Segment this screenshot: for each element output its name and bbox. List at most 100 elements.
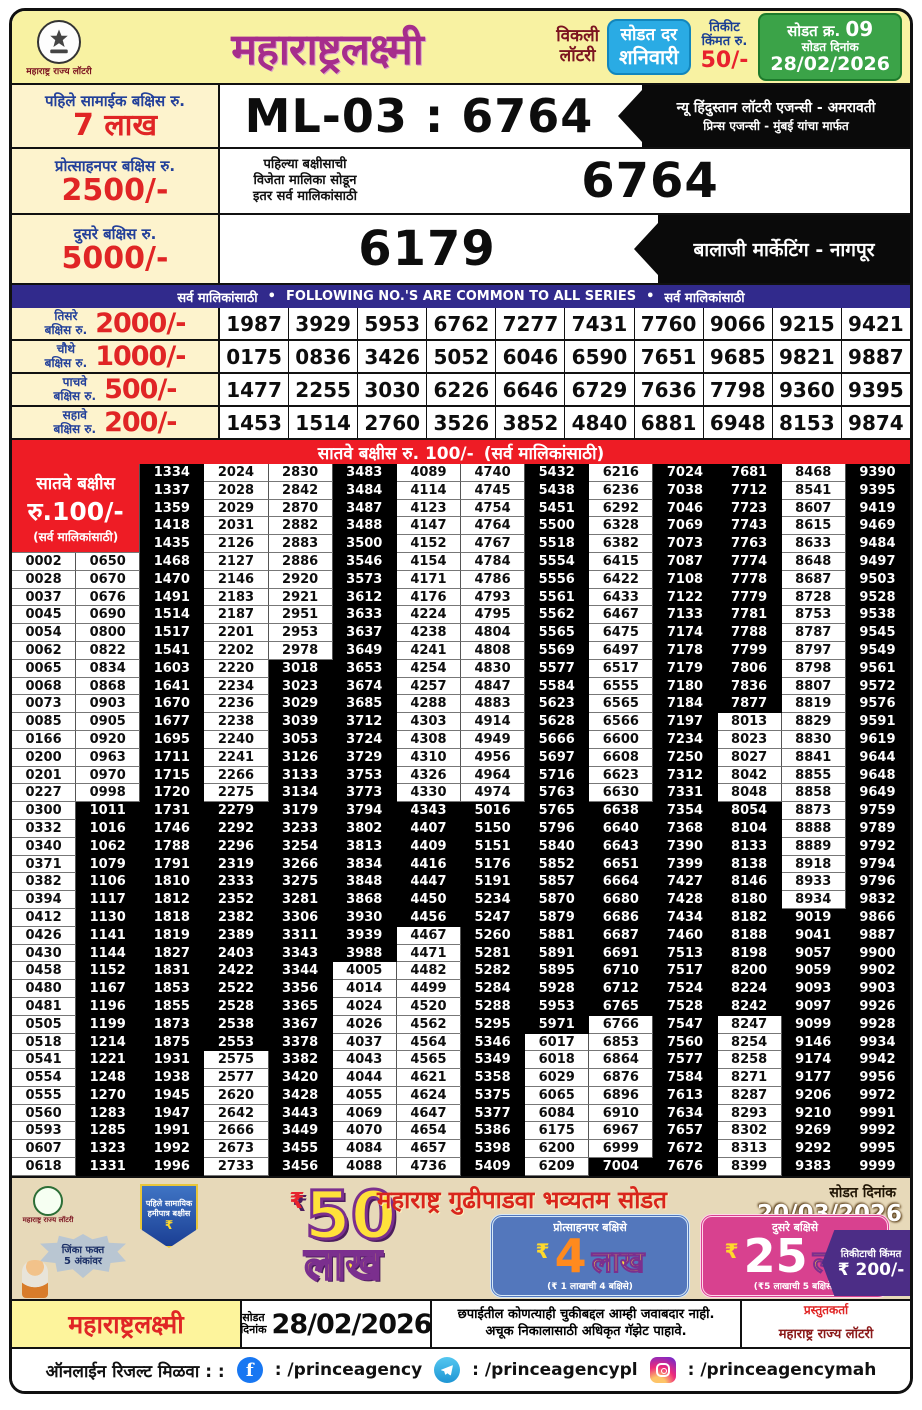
seventh-prize-number: 7428 bbox=[653, 891, 718, 909]
seventh-prize-number: 3428 bbox=[268, 1086, 333, 1105]
seventh-prize-number: 3356 bbox=[268, 980, 333, 998]
seventh-prize-number: 5870 bbox=[525, 891, 590, 909]
seventh-prize-number: 2882 bbox=[268, 517, 333, 536]
seventh-prize-number: 0481 bbox=[12, 997, 77, 1016]
seventh-prize-number: 6382 bbox=[589, 535, 654, 553]
seventh-prize-number: 4764 bbox=[461, 517, 526, 536]
seventh-prize-number: 0670 bbox=[76, 570, 141, 589]
seventh-prize-number: 4767 bbox=[461, 535, 526, 553]
seventh-prize-number: 2978 bbox=[268, 641, 333, 660]
seventh-prize-number: 1720 bbox=[140, 784, 205, 803]
seventh-prize-number: 1831 bbox=[140, 962, 205, 981]
seventh-prize-number: 2389 bbox=[204, 926, 269, 945]
seventh-prize-number: 4795 bbox=[461, 606, 526, 625]
seventh-prize-number: 5561 bbox=[525, 588, 590, 607]
seventh-prize-number: 3344 bbox=[268, 962, 333, 981]
seventh-prize-number: 6517 bbox=[589, 659, 654, 678]
seventh-prize-number: 3443 bbox=[268, 1104, 333, 1123]
seventh-prize-number: 1711 bbox=[140, 748, 205, 767]
seventh-prize-number: 8104 bbox=[717, 819, 782, 838]
seventh-prize-number: 0903 bbox=[76, 695, 141, 714]
seventh-prize-number: 9419 bbox=[845, 499, 910, 518]
seventh-prize-number: 5584 bbox=[525, 677, 590, 696]
seventh-prize-number: 9395 bbox=[845, 481, 910, 500]
seventh-prize-number: 7778 bbox=[717, 570, 782, 589]
seventh-prize-number: 5556 bbox=[525, 570, 590, 589]
seventh-prize-number: 4254 bbox=[396, 659, 461, 678]
seventh-prize-number: 8287 bbox=[717, 1086, 782, 1105]
seventh-prize-number: 3848 bbox=[332, 873, 397, 892]
seventh-prize-number: 2830 bbox=[268, 464, 333, 482]
seventh-prize-number: 1130 bbox=[76, 908, 141, 927]
seventh-prize-number: 6292 bbox=[589, 499, 654, 518]
ticket-price-ribbon: तिकीटाची किंमत ₹ 200/- bbox=[822, 1230, 910, 1296]
seventh-prize-number: 4624 bbox=[396, 1086, 461, 1105]
seventh-prize-number: 3126 bbox=[268, 748, 333, 767]
seventh-prize-number: 1514 bbox=[140, 606, 205, 625]
seventh-prize-number: 4949 bbox=[461, 730, 526, 749]
tier-winning-number: 7277 bbox=[496, 308, 566, 339]
seventh-prize-number: 3685 bbox=[332, 695, 397, 714]
seventh-prize-number: 2673 bbox=[204, 1140, 269, 1159]
seventh-prize-number: 2553 bbox=[204, 1033, 269, 1052]
seventh-prize-number: 7073 bbox=[653, 535, 718, 553]
seventh-prize-side-label: सातवे बक्षीस रु.100/- (सर्व मालिकांसाठी) bbox=[12, 464, 141, 553]
seventh-prize-number: 7774 bbox=[717, 552, 782, 571]
tier-winning-number: 5052 bbox=[427, 341, 497, 372]
seventh-prize-number: 1248 bbox=[76, 1069, 141, 1087]
seventh-prize-number: 9619 bbox=[845, 730, 910, 749]
seventh-prize-number: 1331 bbox=[76, 1158, 141, 1176]
seventh-prize-number: 3939 bbox=[332, 926, 397, 945]
seventh-prize-number: 4084 bbox=[332, 1140, 397, 1159]
seventh-prize-number: 8607 bbox=[781, 499, 846, 518]
seventh-prize-number: 2127 bbox=[204, 552, 269, 571]
seventh-prize-number: 7399 bbox=[653, 855, 718, 874]
seventh-prize-number: 8934 bbox=[781, 891, 846, 909]
seventh-prize-number: 0555 bbox=[12, 1086, 77, 1105]
second-prize-number: 6179 bbox=[358, 221, 496, 277]
seventh-prize-number: 1788 bbox=[140, 837, 205, 856]
seventh-prize-number: 1677 bbox=[140, 713, 205, 731]
seventh-prize-number: 4520 bbox=[396, 997, 461, 1016]
tier-label: तिसरे बक्षिस रु. 2000/- bbox=[12, 308, 220, 339]
seventh-prize-number: 1603 bbox=[140, 659, 205, 678]
seventh-prize-number: 4456 bbox=[396, 908, 461, 927]
tier-amount: 2000/- bbox=[95, 308, 186, 339]
seventh-prize-number: 2883 bbox=[268, 535, 333, 553]
seventh-prize-number: 6467 bbox=[589, 606, 654, 625]
first-prize-row: पहिले सामाईक बक्षिस रु. 7 लाख ML-03 : 67… bbox=[12, 85, 910, 149]
seventh-prize-number: 5763 bbox=[525, 784, 590, 803]
seventh-prize-number: 8224 bbox=[717, 980, 782, 998]
seventh-prize-number: 6216 bbox=[589, 464, 654, 482]
seventh-prize-number: 7368 bbox=[653, 819, 718, 838]
seventh-prize-number: 2240 bbox=[204, 730, 269, 749]
seventh-prize-number: 8138 bbox=[717, 855, 782, 874]
seventh-prize-number: 9177 bbox=[781, 1069, 846, 1087]
seventh-prize-number: 9991 bbox=[845, 1104, 910, 1123]
seventh-prize-number: 1819 bbox=[140, 926, 205, 945]
seventh-prize-number: 4657 bbox=[396, 1140, 461, 1159]
seventh-prize-number: 1106 bbox=[76, 873, 141, 892]
seventh-prize-number: 9789 bbox=[845, 819, 910, 838]
seventh-prize-number: 9972 bbox=[845, 1086, 910, 1105]
seventh-prize-number: 1855 bbox=[140, 997, 205, 1016]
seventh-prize-number: 3179 bbox=[268, 802, 333, 820]
seventh-prize-number: 4804 bbox=[461, 624, 526, 642]
seventh-prize-number: 9794 bbox=[845, 855, 910, 874]
seventh-prize-number: 6600 bbox=[589, 730, 654, 749]
seventh-prize-number: 3275 bbox=[268, 873, 333, 892]
seventh-prize-number: 9206 bbox=[781, 1086, 846, 1105]
seventh-prize-number: 8054 bbox=[717, 802, 782, 820]
seventh-prize-number: 1853 bbox=[140, 980, 205, 998]
seventh-prize-number: 3753 bbox=[332, 766, 397, 785]
tier-winning-number: 2255 bbox=[289, 374, 359, 405]
seventh-prize-number: 6236 bbox=[589, 481, 654, 500]
seventh-prize-number: 9900 bbox=[845, 944, 910, 963]
seventh-prize-number: 7174 bbox=[653, 624, 718, 642]
seventh-prize-number: 4154 bbox=[396, 552, 461, 571]
seventh-prize-number: 8541 bbox=[781, 481, 846, 500]
seventh-prize-number: 8819 bbox=[781, 695, 846, 714]
header: महाराष्ट्र राज्य लॉटरी महाराष्ट्रलक्ष्मी… bbox=[12, 11, 910, 85]
seventh-prize-number: 1992 bbox=[140, 1140, 205, 1159]
seventh-prize-number: 9469 bbox=[845, 517, 910, 536]
